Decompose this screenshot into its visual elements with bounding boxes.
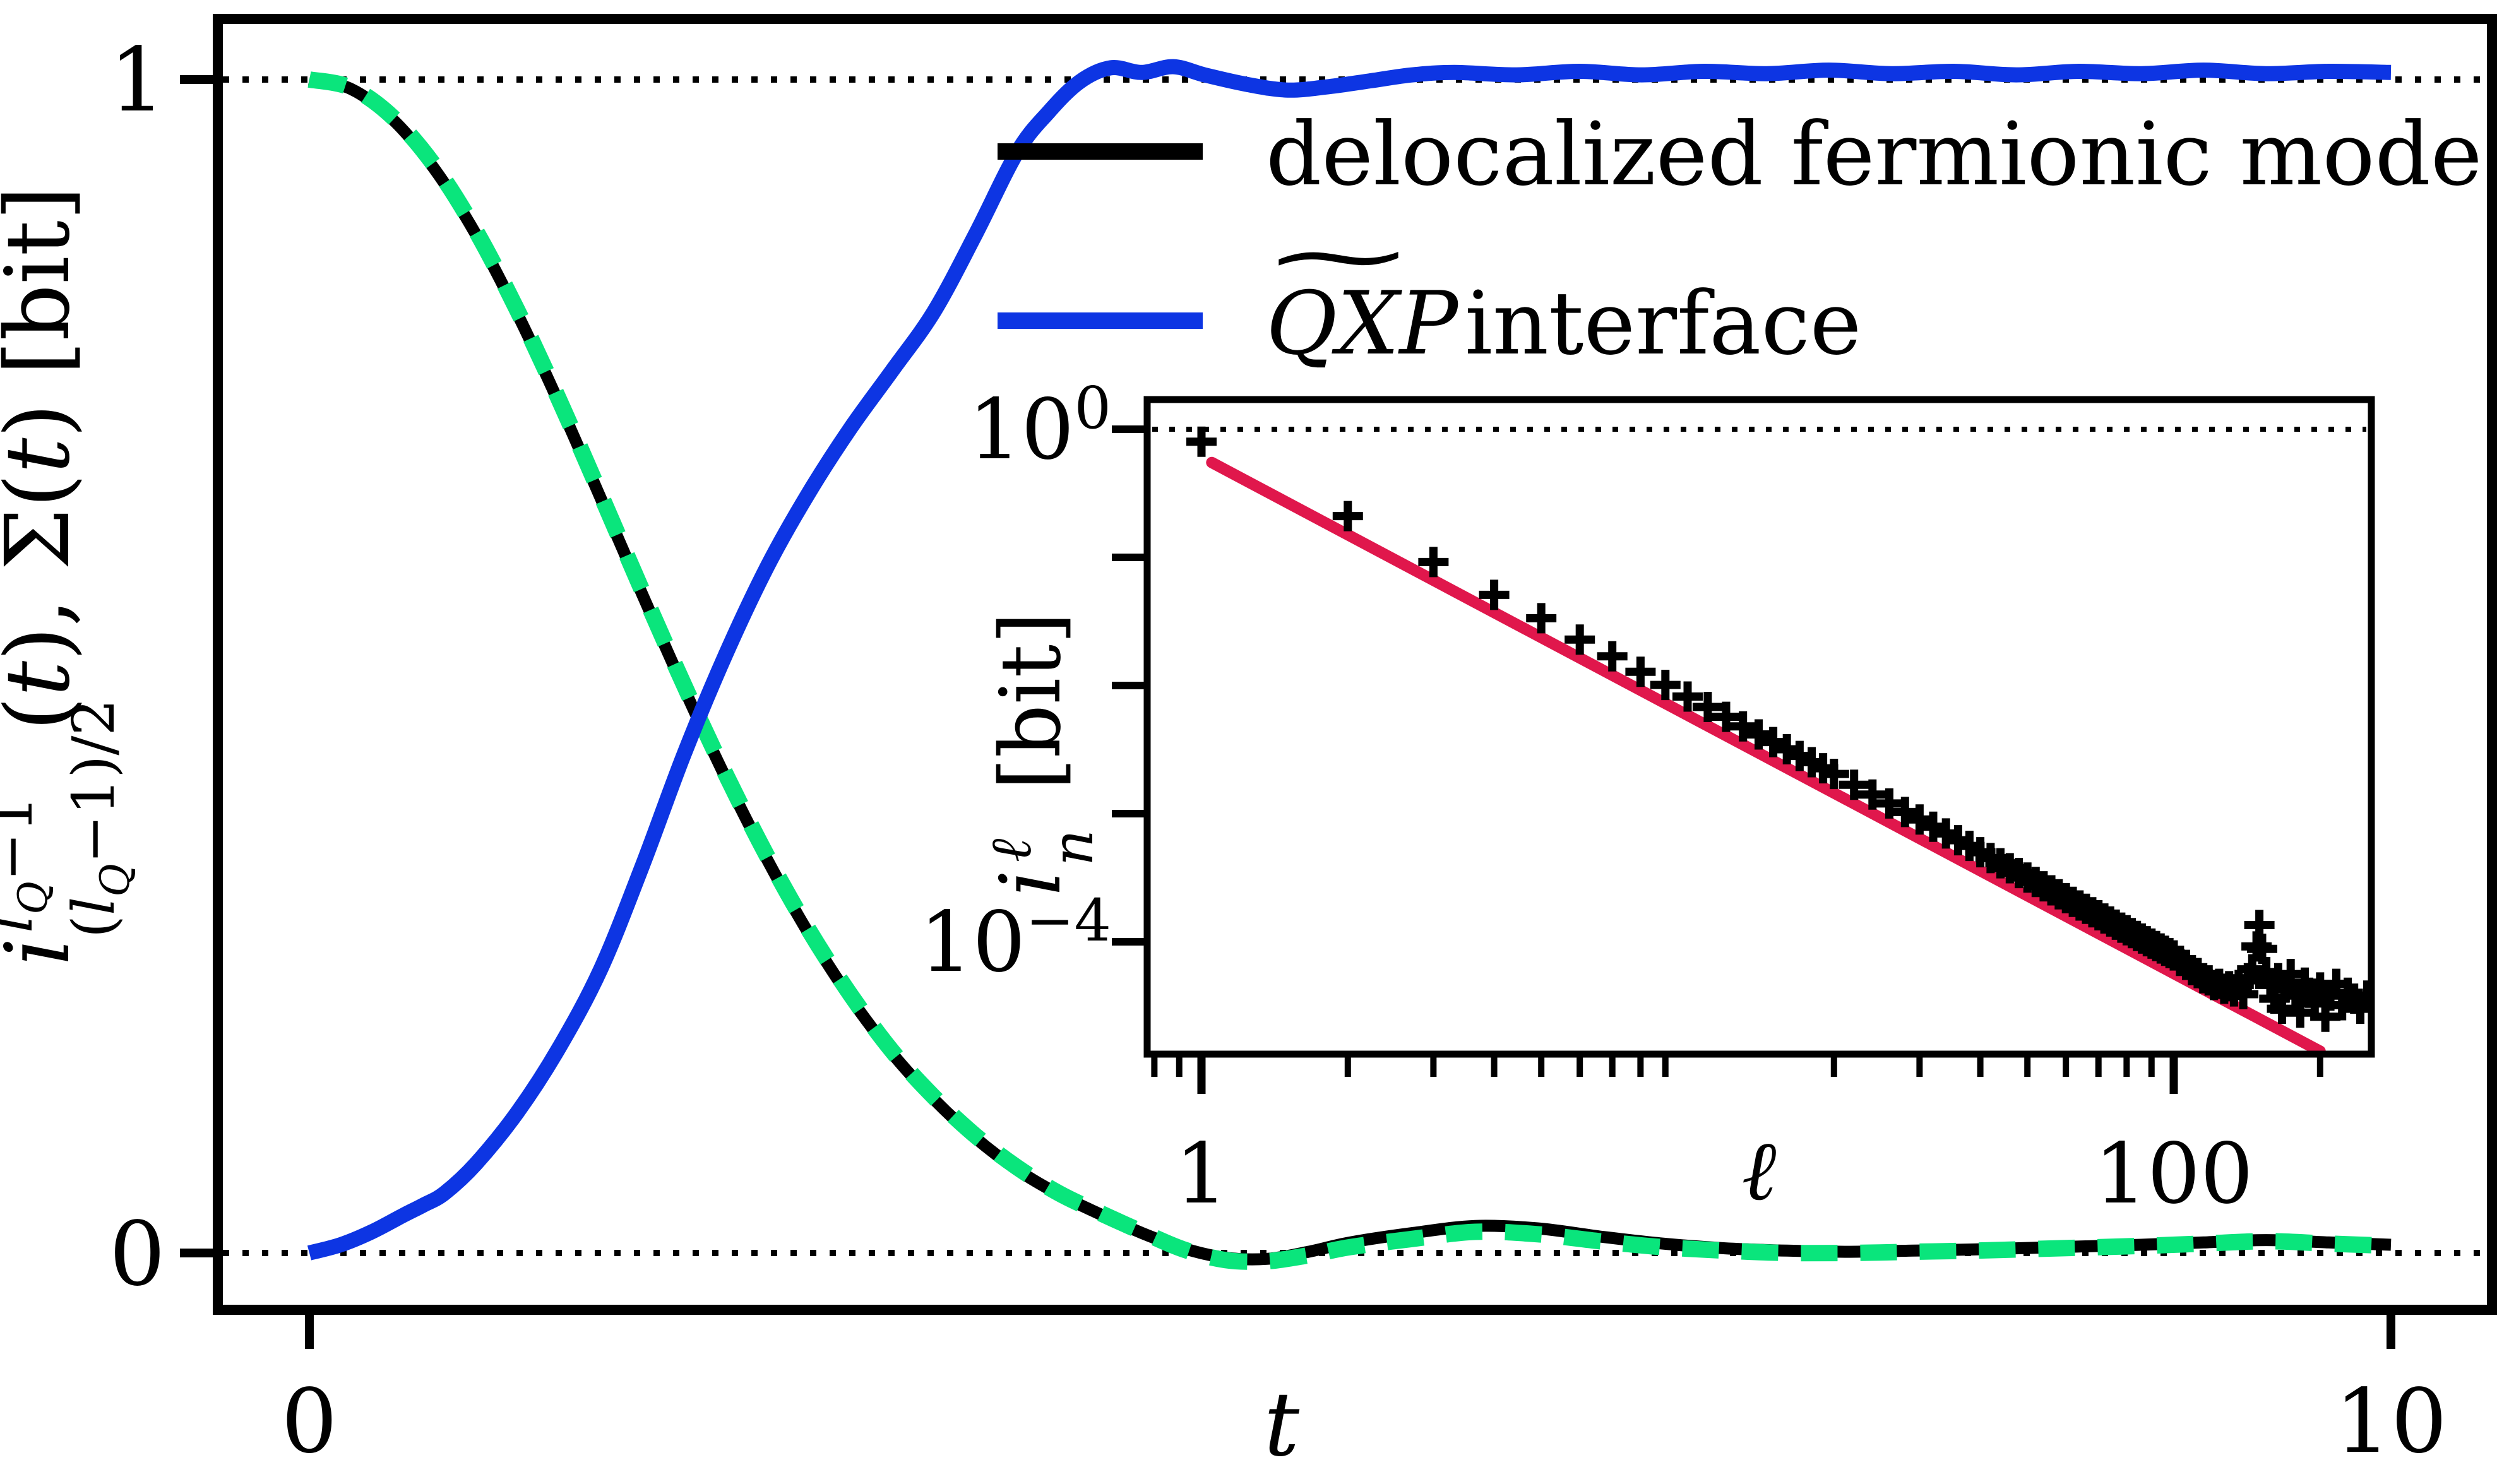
series-sigma-dashed-curve <box>307 71 2392 1270</box>
inset-data-markers <box>1186 426 2371 1032</box>
svg-text:(t), Σ(t) [bit]: (t), Σ(t) [bit] <box>0 186 90 731</box>
inset-data-layer <box>1186 426 2371 1054</box>
main-ticks <box>180 75 2395 1349</box>
legend: delocalized fermionic mode QXP ∼ interfa… <box>998 104 2482 374</box>
legend-qxp-math: QXP <box>1266 273 1459 374</box>
legend-qxp-suffix: interface <box>1465 273 1861 374</box>
inset-fit-line <box>1206 456 2326 1054</box>
series-qxp-interface-curve <box>307 59 2392 1261</box>
svg-text:lQ−1: lQ−1 <box>0 795 57 933</box>
svg-text:(lQ−1)/2: (lQ−1)/2 <box>60 699 139 938</box>
svg-text:n: n <box>1040 829 1106 866</box>
main-x-tick-label-10: 10 <box>2335 1370 2447 1473</box>
svg-text:ℓ: ℓ <box>978 838 1044 862</box>
inset-x-axis-label: ℓ <box>1742 1122 1777 1220</box>
inset-ticks <box>1112 425 2323 1094</box>
legend-label-delocalized: delocalized fermionic mode <box>1266 104 2482 205</box>
inset-x-tick-label-1: 1 <box>1175 1125 1228 1223</box>
svg-text:i: i <box>0 937 90 966</box>
inset-frame <box>1143 396 2375 1058</box>
legend-qxp-wide-tilde: ∼ <box>1258 207 1418 306</box>
main-y-tick-label-0: 0 <box>109 1203 165 1306</box>
main-y-axis-label: i lQ−1 (lQ−1)/2 (t), Σ(t) [bit] <box>0 186 139 966</box>
main-curves <box>307 59 2392 1270</box>
main-plot: 1 0 0 10 t i lQ−1 (lQ−1)/2 (t), Σ(t) [bi… <box>0 14 2497 1476</box>
main-y-tick-label-1: 1 <box>109 29 165 132</box>
inset-plot: 100 10−4 1 100 ℓ i ℓ n [bit] <box>919 374 2375 1223</box>
main-x-axis-label: t <box>1264 1374 1300 1476</box>
inset-x-tick-label-100: 100 <box>2094 1125 2253 1223</box>
inset-y-tick-label-1e-4: 10−4 <box>919 887 1111 991</box>
legend-label-qxp: QXP ∼ interface <box>1258 207 1861 374</box>
main-plot-frame <box>213 14 2497 1315</box>
main-x-tick-label-0: 0 <box>281 1370 337 1473</box>
svg-text:[bit]: [bit] <box>982 612 1080 790</box>
svg-text:i: i <box>982 870 1080 896</box>
inset-y-axis-label: i ℓ n [bit] <box>978 612 1106 896</box>
inset-y-tick-label-1e0: 100 <box>968 374 1111 478</box>
